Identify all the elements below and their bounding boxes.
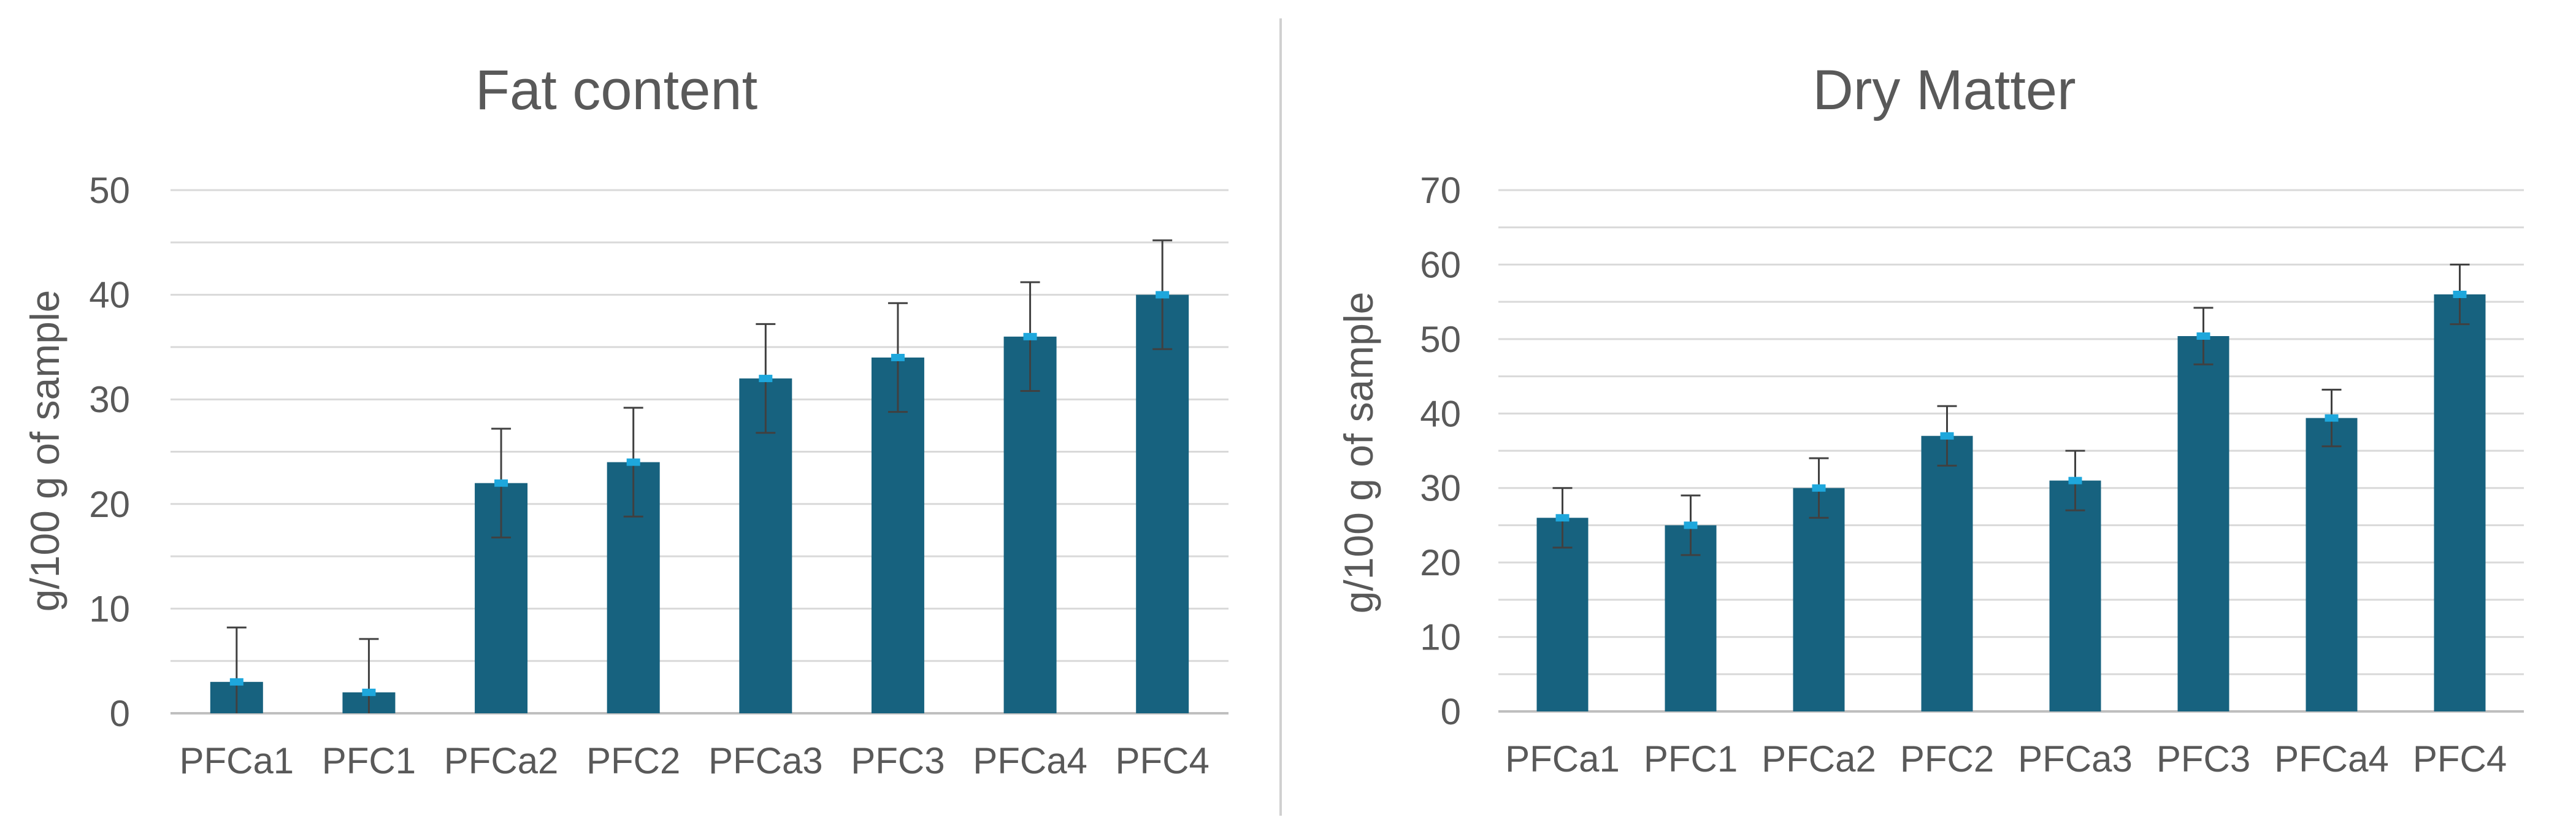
y-tick-label: 50	[89, 170, 130, 211]
category-label: PFCa3	[2018, 738, 2133, 780]
category-label: PFCa2	[1761, 738, 1876, 780]
category-label: PFCa1	[1505, 738, 1620, 780]
value-marker	[1023, 332, 1037, 340]
category-label: PFC2	[1900, 738, 1994, 780]
y-tick-labels: 0 10 20 30 40 50	[89, 170, 130, 734]
y-tick-labels: 0 10 20 30 40 50 60 70	[1420, 170, 1461, 732]
category-label: PFCa4	[2274, 738, 2389, 780]
bar	[1536, 518, 1589, 711]
y-tick-label: 30	[89, 379, 130, 420]
value-marker	[1156, 291, 1170, 299]
bar	[1665, 525, 1717, 711]
y-axis-label: g/100 g of sample	[1336, 292, 1381, 614]
gridlines	[1498, 189, 2524, 713]
bar	[2434, 294, 2486, 711]
gridlines	[171, 189, 1229, 714]
y-tick-label: 10	[1420, 617, 1461, 658]
bar	[1003, 336, 1057, 713]
bar	[739, 378, 792, 713]
y-tick-label: 20	[1420, 542, 1461, 583]
category-label: PFC1	[322, 740, 416, 781]
category-label: PFC3	[851, 740, 945, 781]
category-label: PFCa2	[444, 740, 559, 781]
value-marker	[229, 678, 243, 686]
value-marker	[891, 353, 905, 361]
category-label: PFC2	[586, 740, 680, 781]
y-tick-label: 20	[89, 484, 130, 525]
bars	[210, 294, 1189, 714]
bar	[1136, 294, 1189, 714]
category-label: PFCa3	[708, 740, 823, 781]
dry-matter-chart: Dry Matter g/100 g of sample 0 10 20 30 40 50…	[1336, 59, 2524, 780]
bar	[1921, 435, 1973, 711]
chart-title: Dry Matter	[1812, 59, 2076, 121]
y-tick-label: 60	[1420, 244, 1461, 285]
category-label: PFC3	[2156, 738, 2250, 780]
category-label: PFC4	[2413, 738, 2507, 780]
bar	[2049, 480, 2101, 711]
value-marker	[494, 479, 508, 487]
value-marker	[2325, 414, 2339, 422]
value-marker	[1684, 521, 1698, 529]
y-tick-label: 0	[1441, 691, 1461, 732]
value-marker	[362, 688, 376, 696]
y-tick-label: 70	[1420, 170, 1461, 211]
y-tick-label: 40	[1420, 393, 1461, 434]
value-marker	[1555, 514, 1570, 522]
y-tick-label: 0	[110, 693, 130, 734]
bar	[2306, 418, 2358, 711]
value-marker	[2068, 477, 2082, 485]
fat-content-chart: Fat content g/100 g of sample 0 10 20 30 40 5…	[22, 59, 1229, 781]
value-marker	[2453, 291, 2467, 298]
value-marker	[759, 375, 773, 383]
bar	[1793, 488, 1845, 711]
category-label: PFC4	[1116, 740, 1209, 781]
category-label: PFC1	[1644, 738, 1738, 780]
y-tick-label: 10	[89, 588, 130, 629]
y-tick-label: 50	[1420, 319, 1461, 360]
value-marker	[2196, 332, 2210, 340]
category-labels: PFCa1 PFC1 PFCa2 PFC2 PFCa3 PFC3 PFCa4 PFC4	[1505, 738, 2507, 780]
bar	[871, 357, 924, 713]
bars	[1536, 294, 2486, 711]
value-marker	[626, 458, 640, 466]
category-label: PFCa1	[179, 740, 294, 781]
category-label: PFCa4	[973, 740, 1087, 781]
value-markers	[229, 291, 1170, 696]
bar	[2177, 336, 2229, 711]
value-marker	[1940, 432, 1954, 440]
y-tick-label: 40	[89, 275, 130, 316]
chart-title: Fat content	[475, 59, 757, 121]
value-markers	[1555, 291, 2467, 529]
y-tick-label: 30	[1420, 468, 1461, 509]
category-labels: PFCa1 PFC1 PFCa2 PFC2 PFCa3 PFC3 PFCa4 PFC4	[179, 740, 1209, 781]
value-marker	[1812, 484, 1826, 492]
y-axis-label: g/100 g of sample	[22, 290, 67, 612]
